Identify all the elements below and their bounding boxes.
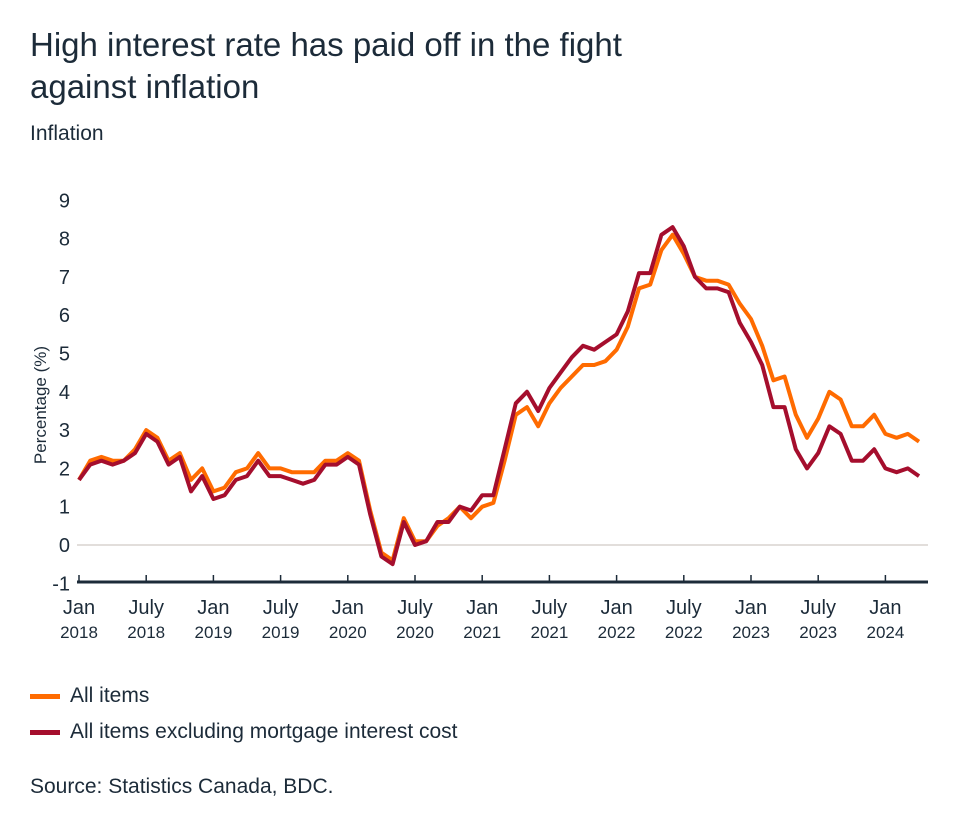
y-tick-label: 4 bbox=[59, 382, 70, 404]
x-tick-year-label: 2020 bbox=[396, 623, 434, 642]
legend-item-all-items: All items bbox=[30, 684, 149, 708]
legend-label: All items excluding mortgage interest co… bbox=[70, 720, 458, 743]
y-tick-label: 6 bbox=[59, 305, 70, 327]
x-tick-year-label: 2019 bbox=[194, 623, 232, 642]
legend-swatch bbox=[30, 693, 60, 699]
legend-swatch bbox=[30, 729, 60, 735]
x-tick-year-label: 2022 bbox=[665, 623, 703, 642]
x-tick-year-label: 2024 bbox=[866, 623, 904, 642]
y-tick-label: 2 bbox=[59, 458, 70, 480]
x-tick-label: Jan bbox=[600, 597, 632, 619]
x-tick-year-label: 2021 bbox=[463, 623, 501, 642]
x-tick-label: Jan bbox=[466, 597, 498, 619]
x-tick-label: July bbox=[532, 597, 568, 619]
x-tick-year-label: 2021 bbox=[530, 623, 568, 642]
line-chart: -1 0 1 2 3 4 5 6 7 8 9 Percentage (%) Jan 2018 July 201… bbox=[31, 190, 928, 642]
x-tick-year-label: 2023 bbox=[732, 623, 770, 642]
legend-label: All items bbox=[70, 684, 150, 707]
x-tick-year-label: 2023 bbox=[799, 623, 837, 642]
y-tick-label: 0 bbox=[59, 535, 70, 557]
y-tick-label: 8 bbox=[59, 229, 70, 251]
x-tick-year-label: 2018 bbox=[60, 623, 98, 642]
y-tick-label: 3 bbox=[59, 420, 70, 442]
series-line-excluding-mortgage bbox=[77, 225, 921, 567]
x-tick-year-label: 2018 bbox=[127, 623, 165, 642]
y-tick-label: 7 bbox=[59, 267, 70, 289]
x-tick-label: Jan bbox=[332, 597, 364, 619]
y-tick-label: 1 bbox=[59, 497, 70, 519]
y-axis-label: Percentage (%) bbox=[31, 346, 50, 464]
x-tick-label: Jan bbox=[63, 597, 95, 619]
y-tick-label: 5 bbox=[59, 344, 70, 366]
x-tick-label: July bbox=[128, 597, 164, 619]
x-tick-label: July bbox=[800, 597, 836, 619]
source-note: Source: Statistics Canada, BDC. bbox=[30, 775, 334, 798]
x-tick-label: July bbox=[666, 597, 702, 619]
y-tick-label: -1 bbox=[52, 573, 70, 595]
x-tick-label: July bbox=[263, 597, 299, 619]
x-tick-label: Jan bbox=[869, 597, 901, 619]
legend-item-excluding-mortgage: All items excluding mortgage interest co… bbox=[30, 720, 458, 744]
x-tick-year-label: 2022 bbox=[598, 623, 636, 642]
chart-title: High interest rate has paid off in the f… bbox=[30, 26, 622, 105]
x-tick-label: July bbox=[397, 597, 433, 619]
x-tick-year-label: 2020 bbox=[329, 623, 367, 642]
x-tick-year-label: 2019 bbox=[262, 623, 300, 642]
y-tick-label: 9 bbox=[59, 190, 70, 212]
chart-subtitle: Inflation bbox=[30, 122, 104, 145]
x-tick-label: Jan bbox=[197, 597, 229, 619]
x-tick-label: Jan bbox=[735, 597, 767, 619]
series-line-all-items bbox=[77, 232, 921, 563]
